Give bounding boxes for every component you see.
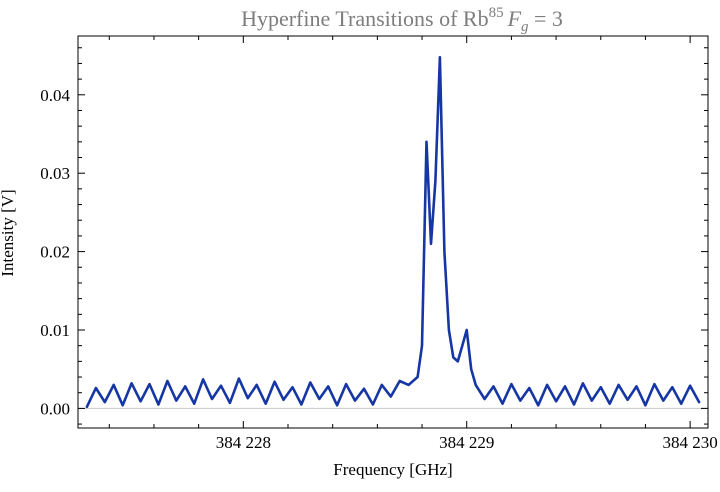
y-tick-label: 0.02 [40, 243, 70, 262]
x-tick-label: 384 228 [216, 433, 271, 452]
x-axis-label: Frequency [GHz] [333, 460, 452, 479]
y-tick-label: 0.04 [40, 86, 70, 105]
x-tick-label: 384 229 [439, 433, 494, 452]
y-tick-label: 0.03 [40, 164, 70, 183]
y-axis-ticks: 0.00 0.01 0.02 0.03 0.04 [40, 47, 708, 425]
plot-frame [77, 35, 709, 429]
x-tick-label: 384 230 [663, 433, 718, 452]
title-variable: F [507, 6, 522, 31]
chart-title: Hyperfine Transitions of Rb85 Fg = 3 [241, 5, 563, 35]
y-tick-label: 0.01 [40, 321, 70, 340]
title-subscript: g [521, 19, 529, 35]
y-axis-label: Intensity [V] [0, 189, 17, 276]
y-tick-label: 0.00 [40, 399, 70, 418]
title-base: Hyperfine Transitions of Rb [241, 6, 489, 31]
title-equals: = 3 [529, 6, 563, 31]
title-superscript: 85 [489, 5, 504, 21]
x-axis-ticks: 384 228 384 229 384 230 [108, 36, 718, 452]
series-line [85, 55, 701, 409]
